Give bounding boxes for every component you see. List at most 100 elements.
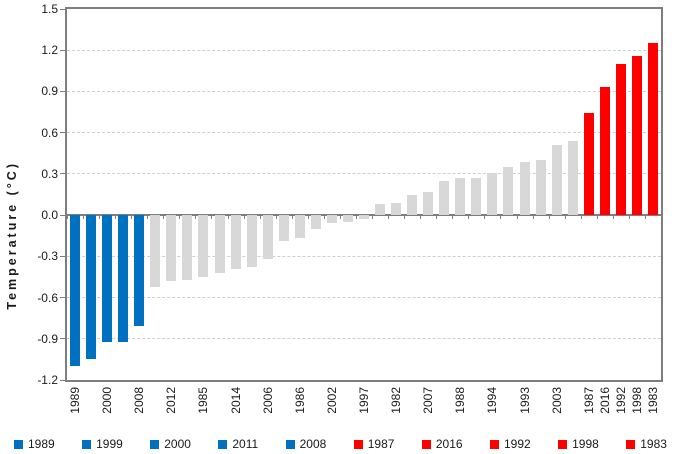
legend-swatch-blue	[150, 440, 160, 449]
legend-swatch-blue	[82, 440, 92, 449]
x-axis-label-2008: 2008	[131, 387, 147, 431]
x-axis-label-text: 1989	[68, 387, 83, 414]
bar-rank-4	[118, 215, 129, 342]
bar-2008	[134, 215, 145, 327]
category-tick	[628, 215, 630, 220]
y-axis-title-text: Temperature (°C)	[5, 161, 19, 310]
bar-rank-2	[86, 215, 97, 360]
x-axis-label-1988: 1988	[452, 387, 468, 431]
y-tick-1.2	[60, 49, 65, 51]
x-axis-label-text: 2000	[100, 387, 115, 414]
x-axis-label-text: 2012	[164, 387, 179, 414]
y-tick-label-1.2: 1.2	[41, 43, 58, 58]
bar-rank-32	[567, 140, 578, 216]
y-tick-label--0.6: -0.6	[37, 290, 58, 305]
bar-2006	[262, 215, 273, 260]
legend-swatch-blue	[218, 440, 228, 449]
category-tick	[291, 215, 293, 220]
y-tick-label--1.2: -1.2	[37, 373, 58, 387]
y-tick-label-1.5: 1.5	[41, 2, 58, 16]
x-axis-label-2002: 2002	[324, 387, 340, 431]
legend-item-1992: 1992	[489, 437, 531, 452]
x-axis-label-text: 2002	[324, 387, 339, 414]
legend-label: 1987	[367, 437, 395, 451]
category-tick	[371, 215, 373, 220]
x-axis-label-text: 1982	[389, 387, 404, 414]
legend-swatch-blue	[14, 440, 23, 449]
category-tick	[82, 215, 84, 220]
category-tick	[210, 215, 212, 220]
legend-swatch-red	[626, 440, 636, 449]
category-tick	[612, 215, 614, 220]
y-tick-label-0.9: 0.9	[41, 84, 58, 99]
x-axis-label-text: 1987	[581, 387, 596, 414]
x-axis-label-1992: 1992	[613, 387, 629, 431]
legend-swatch-red	[489, 440, 499, 449]
x-axis-label-1987: 1987	[581, 387, 597, 431]
x-axis-label-text: 2008	[132, 387, 147, 414]
gridline-1.2	[67, 49, 661, 51]
legend-label: 1998	[572, 437, 599, 451]
bar-rank-24	[439, 180, 450, 216]
x-axis-label-1997: 1997	[356, 387, 372, 431]
y-tick-0.6	[60, 132, 65, 134]
category-tick	[259, 215, 261, 220]
category-tick	[227, 215, 229, 220]
bar-1982	[391, 202, 402, 216]
y-tick--0.6	[60, 297, 65, 299]
category-tick	[403, 215, 405, 220]
bar-rank-16	[310, 215, 321, 229]
bar-2003	[551, 145, 562, 216]
category-tick	[435, 215, 437, 220]
y-tick-label--0.3: -0.3	[37, 249, 58, 264]
x-axis-label-text: 2006	[260, 387, 275, 414]
x-axis-label-2000: 2000	[99, 387, 115, 431]
x-axis-label-text: 1994	[485, 387, 500, 414]
category-tick	[339, 215, 341, 220]
legend-item-2000: 2000	[150, 437, 191, 452]
category-tick	[98, 215, 100, 220]
x-axis-label-2016: 2016	[597, 387, 613, 431]
category-tick	[644, 215, 646, 220]
category-tick	[564, 215, 566, 220]
category-tick	[323, 215, 325, 220]
bar-1998	[631, 55, 642, 216]
bar-2014	[230, 215, 241, 269]
legend-label: 1992	[503, 437, 531, 451]
bar-1993	[519, 161, 530, 216]
x-axis-label-text: 1983	[645, 387, 660, 414]
x-axis-label-1994: 1994	[484, 387, 500, 431]
legend-item-2008: 2008	[285, 437, 326, 452]
category-tick	[66, 215, 68, 220]
category-tick	[130, 215, 132, 220]
gridline-0.9	[67, 90, 661, 92]
x-axis-label-1983: 1983	[645, 387, 661, 431]
y-tick--1.2	[60, 379, 65, 381]
y-tick-0.3	[60, 173, 65, 175]
bar-1985	[198, 215, 209, 277]
x-axis-label-text: 1998	[629, 387, 644, 414]
category-tick	[596, 215, 598, 220]
legend-item-1987: 1987	[353, 437, 395, 452]
bar-rank-12	[246, 215, 257, 268]
x-axis-label-1982: 1982	[388, 387, 404, 431]
bar-2012	[166, 215, 177, 282]
x-axis-label-1986: 1986	[292, 387, 308, 431]
y-tick-label-0.0: 0.0	[41, 208, 58, 223]
x-axis-label-text: 2016	[597, 387, 612, 414]
bar-1983	[647, 43, 658, 216]
category-tick	[467, 215, 469, 220]
bar-2000	[102, 215, 113, 342]
legend-label: 2016	[435, 437, 463, 451]
x-axis-label-2006: 2006	[260, 387, 276, 431]
category-tick	[178, 215, 180, 220]
x-axis-label-text: 1988	[453, 387, 468, 414]
y-tick--0.9	[60, 338, 65, 340]
y-tick-1.5	[60, 8, 65, 10]
bar-rank-8	[182, 215, 193, 280]
gridline-0.3	[67, 173, 661, 175]
legend-item-2016: 2016	[421, 437, 463, 452]
x-axis-label-text: 1992	[613, 387, 628, 414]
gridline--0.6	[67, 297, 661, 299]
